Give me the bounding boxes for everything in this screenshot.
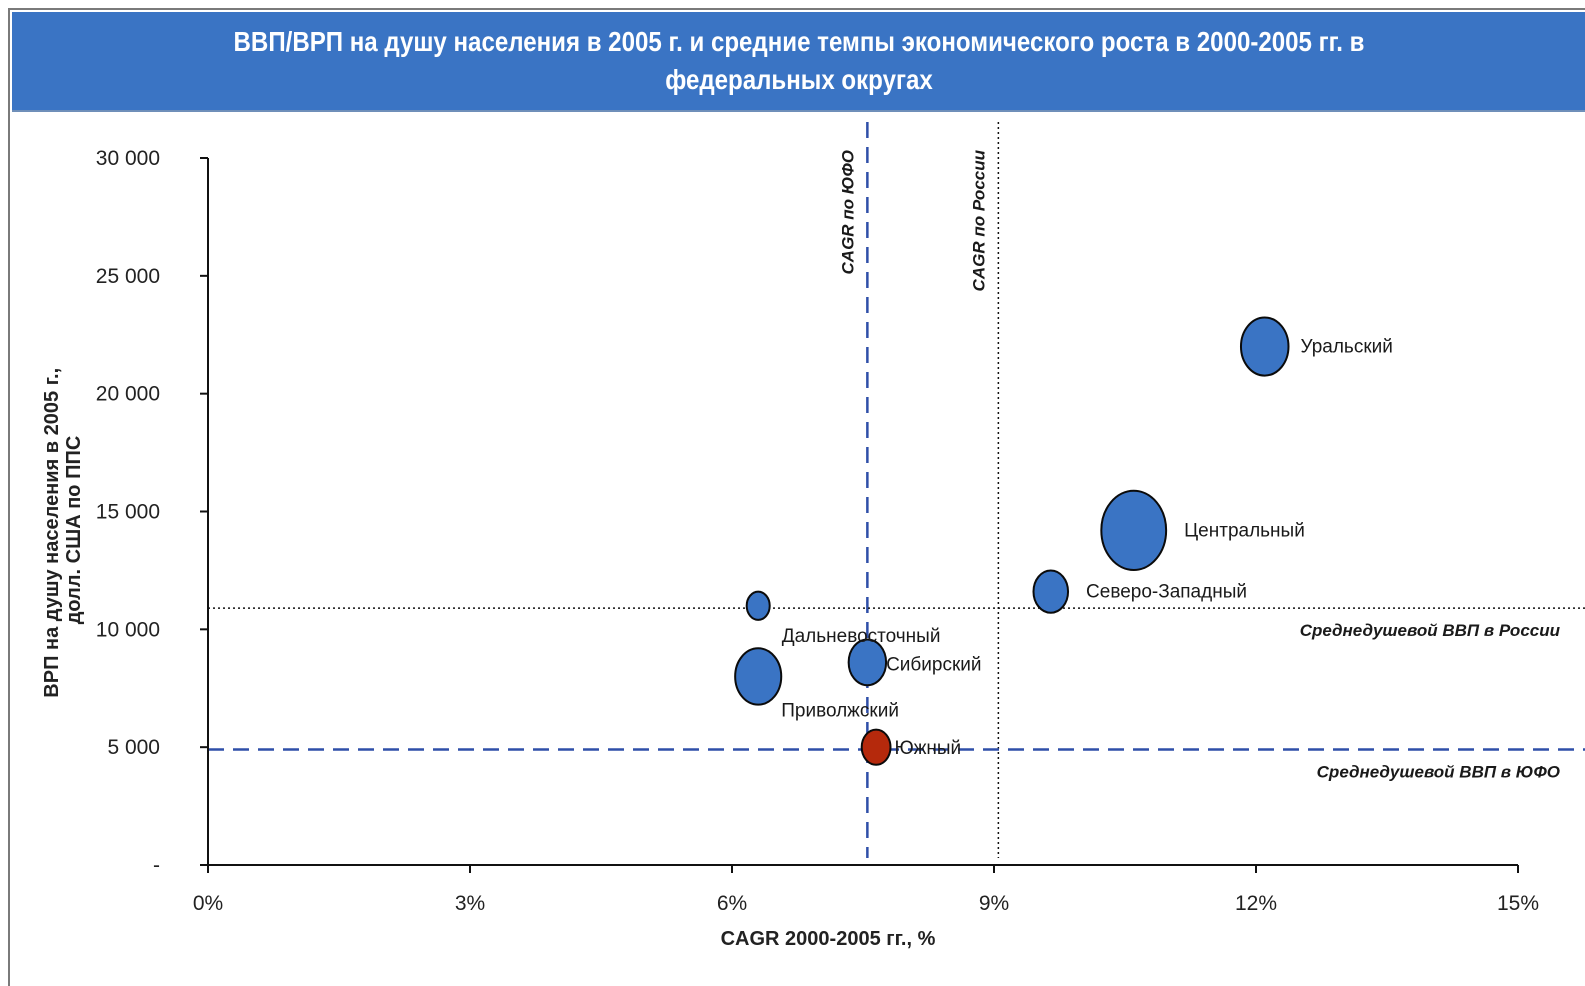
bubble-district: [734, 647, 783, 706]
chart-title: ВВП/ВРП на душу населения в 2005 г. и ср…: [233, 26, 1364, 95]
y-tick-label: 20 000: [96, 383, 160, 406]
y-tick-label: 25 000: [96, 265, 160, 288]
y-axis-title-line-2: долл. США по ППС: [63, 436, 85, 625]
bubble-label: Дальневосточный: [782, 626, 941, 647]
y-tick-label: 30 000: [96, 147, 160, 170]
reference-line-label: Среднедушевой ВВП в ЮФО: [1317, 763, 1560, 782]
x-tick-label: 0%: [193, 892, 223, 915]
bubble-label: Сибирский: [886, 654, 981, 675]
x-tick-label: 9%: [979, 892, 1009, 915]
x-axis-title: CAGR 2000-2005 гг., %: [721, 928, 936, 950]
y-tick-label: -: [153, 854, 160, 877]
reference-line-label: CAGR по России: [969, 149, 988, 291]
bubble-label: Центральный: [1184, 520, 1305, 541]
chart-frame: [8, 8, 1585, 986]
x-tick-label: 3%: [455, 892, 485, 915]
y-tick-label: 15 000: [96, 501, 160, 524]
y-tick-label: 10 000: [96, 618, 160, 641]
bubble-label: Уральский: [1300, 337, 1392, 358]
chart-header: ВВП/ВРП на душу населения в 2005 г. и ср…: [12, 12, 1585, 112]
bubble-district: [1239, 316, 1290, 377]
bubble-labels: Уральский Центральный Северо-Западный Дальн…: [781, 337, 1393, 760]
reference-line-label: Среднедушевой ВВП в России: [1300, 621, 1561, 640]
bubble-label: Северо-Западный: [1086, 582, 1247, 603]
bubble-label: Приволжский: [781, 700, 899, 721]
x-tick-label: 6%: [717, 892, 747, 915]
bubble-highlight: [860, 728, 892, 766]
axes: [207, 158, 1518, 866]
ticks: - 5 000 10 000 15 000 20 000 25 000 30 000 0% 3%…: [96, 147, 1539, 915]
y-axis-title-line-1: ВРП на душу населения в 2005 г.,: [41, 368, 63, 698]
y-axis-title: ВРП на душу населения в 2005 г., долл. С…: [41, 362, 85, 697]
bubble-label: Южный: [895, 738, 962, 759]
y-tick-label: 5 000: [107, 736, 160, 759]
x-tick-label: 12%: [1235, 892, 1277, 915]
x-tick-label: 15%: [1497, 892, 1539, 915]
bubble-district: [745, 590, 771, 621]
reference-line-label: CAGR по ЮФО: [838, 150, 857, 274]
bubble-district: [847, 638, 888, 687]
bubbles: [734, 316, 1290, 766]
bubble-district: [1032, 569, 1070, 614]
bubble-district: [1100, 489, 1168, 571]
